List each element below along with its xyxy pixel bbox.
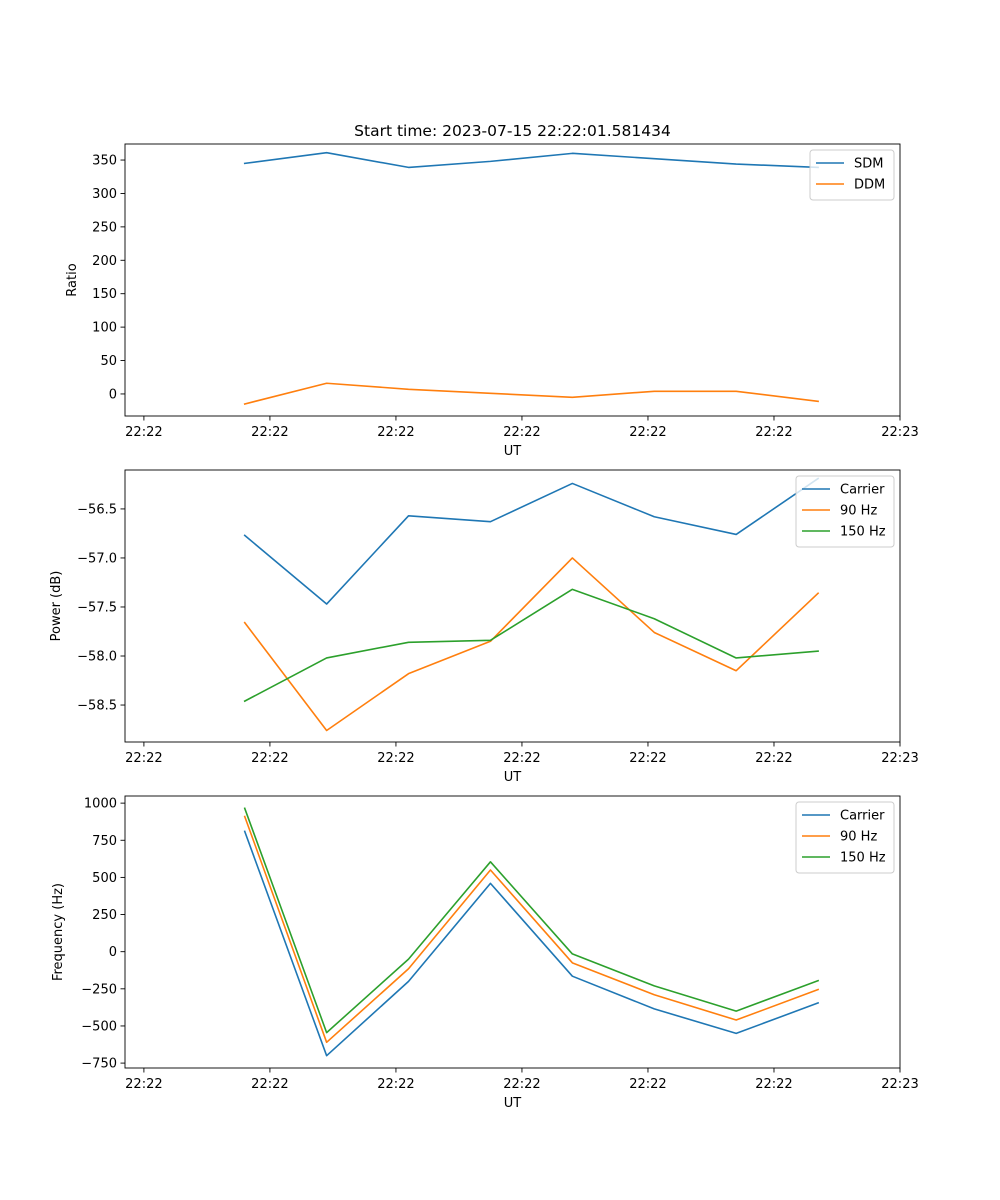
- y-tick-label: 100: [92, 321, 117, 336]
- y-tick-label: 500: [92, 871, 117, 886]
- x-tick-label: 22:22: [251, 425, 288, 440]
- legend-label: 150 Hz: [840, 851, 886, 866]
- y-tick-label: −58.0: [77, 650, 117, 665]
- x-tick-label: 22:22: [755, 751, 792, 766]
- y-axis-label: Frequency (Hz): [51, 883, 66, 981]
- series-line-150-hz: [243, 588, 819, 703]
- y-tick-label: −750: [81, 1057, 117, 1072]
- y-tick-label: 1000: [84, 797, 117, 812]
- legend-box: [795, 801, 895, 874]
- y-axis-label: Power (dB): [49, 571, 64, 642]
- y-axis-label: Ratio: [65, 263, 80, 296]
- y-tick-label: 300: [92, 187, 117, 202]
- frequency-panel: 22:22 22:22 22:22 22:22 22:22 22:22 22:23 −750 −…: [51, 795, 919, 1111]
- legend-label: SDM: [854, 157, 883, 172]
- x-tick-label: 22:23: [881, 1077, 918, 1092]
- x-tick-label: 22:22: [377, 751, 414, 766]
- x-tick-label: 22:22: [629, 425, 666, 440]
- series-line-90-hz: [243, 815, 820, 1044]
- x-tick-label: 22:22: [251, 1077, 288, 1092]
- power-panel: 22:22 22:22 22:22 22:22 22:22 22:22 22:23 −58.5…: [49, 469, 919, 785]
- x-tick-label: 22:22: [503, 1077, 540, 1092]
- x-tick-label: 22:22: [125, 751, 162, 766]
- legend-label: Carrier: [840, 809, 885, 824]
- axes-frame: [124, 143, 901, 417]
- y-tick-label: −57.0: [77, 551, 117, 566]
- legend-label: Carrier: [840, 483, 885, 498]
- x-tick-label: 22:22: [755, 425, 792, 440]
- legend-label: 150 Hz: [840, 525, 886, 540]
- figure-title: Start time: 2023-07-15 22:22:01.581434: [354, 122, 671, 140]
- ratio-panel: 22:22 22:22 22:22 22:22 22:22 22:22 22:23 0 50 10…: [65, 143, 919, 459]
- y-tick-label: 50: [100, 354, 117, 369]
- x-tick-label: 22:22: [125, 425, 162, 440]
- x-axis-label: UT: [504, 770, 522, 785]
- y-tick-label: 250: [92, 220, 117, 235]
- series-line-150-hz: [243, 807, 820, 1034]
- x-axis-label: UT: [504, 444, 522, 459]
- series-line-carrier: [243, 830, 820, 1057]
- x-tick-label: 22:23: [881, 751, 918, 766]
- y-tick-label: −500: [81, 1019, 117, 1034]
- y-tick-label: 350: [92, 154, 117, 169]
- y-tick-label: 250: [92, 908, 117, 923]
- series-line-ddm: [243, 382, 819, 405]
- axes-frame: [124, 795, 901, 1069]
- y-tick-label: −58.5: [77, 699, 117, 714]
- x-tick-label: 22:22: [377, 1077, 414, 1092]
- y-tick-label: −57.5: [77, 600, 117, 615]
- series-line-sdm: [243, 151, 819, 169]
- series-line-90-hz: [243, 557, 820, 732]
- x-tick-label: 22:22: [629, 751, 666, 766]
- legend-label: 90 Hz: [840, 830, 877, 845]
- x-tick-label: 22:22: [629, 1077, 666, 1092]
- x-axis-label: UT: [504, 1096, 522, 1111]
- legend-box: [795, 475, 895, 548]
- y-tick-label: 0: [109, 387, 117, 402]
- series-line-carrier: [243, 477, 820, 605]
- x-tick-label: 22:22: [755, 1077, 792, 1092]
- y-tick-label: −56.5: [77, 502, 117, 517]
- x-tick-label: 22:23: [881, 425, 918, 440]
- y-tick-label: 0: [109, 945, 117, 960]
- legend-label: DDM: [854, 178, 885, 193]
- axes-frame: [124, 469, 901, 743]
- y-tick-label: 200: [92, 254, 117, 269]
- y-tick-label: 150: [92, 287, 117, 302]
- x-tick-label: 22:22: [125, 1077, 162, 1092]
- x-tick-label: 22:22: [251, 751, 288, 766]
- y-tick-label: 750: [92, 834, 117, 849]
- x-tick-label: 22:22: [503, 425, 540, 440]
- x-tick-label: 22:22: [377, 425, 414, 440]
- x-tick-label: 22:22: [503, 751, 540, 766]
- legend-label: 90 Hz: [840, 504, 877, 519]
- y-tick-label: −250: [81, 982, 117, 997]
